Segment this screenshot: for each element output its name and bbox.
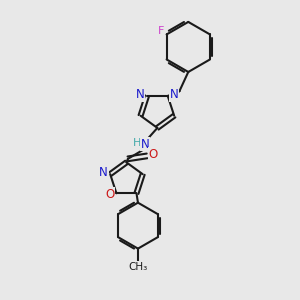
Text: O: O [105,188,115,201]
Text: N: N [141,138,150,151]
Text: N: N [170,88,178,101]
Text: N: N [136,88,145,101]
Text: H: H [133,138,141,148]
Text: N: N [99,167,108,179]
Text: O: O [148,148,158,161]
Text: F: F [158,26,164,37]
Text: CH₃: CH₃ [128,262,148,272]
